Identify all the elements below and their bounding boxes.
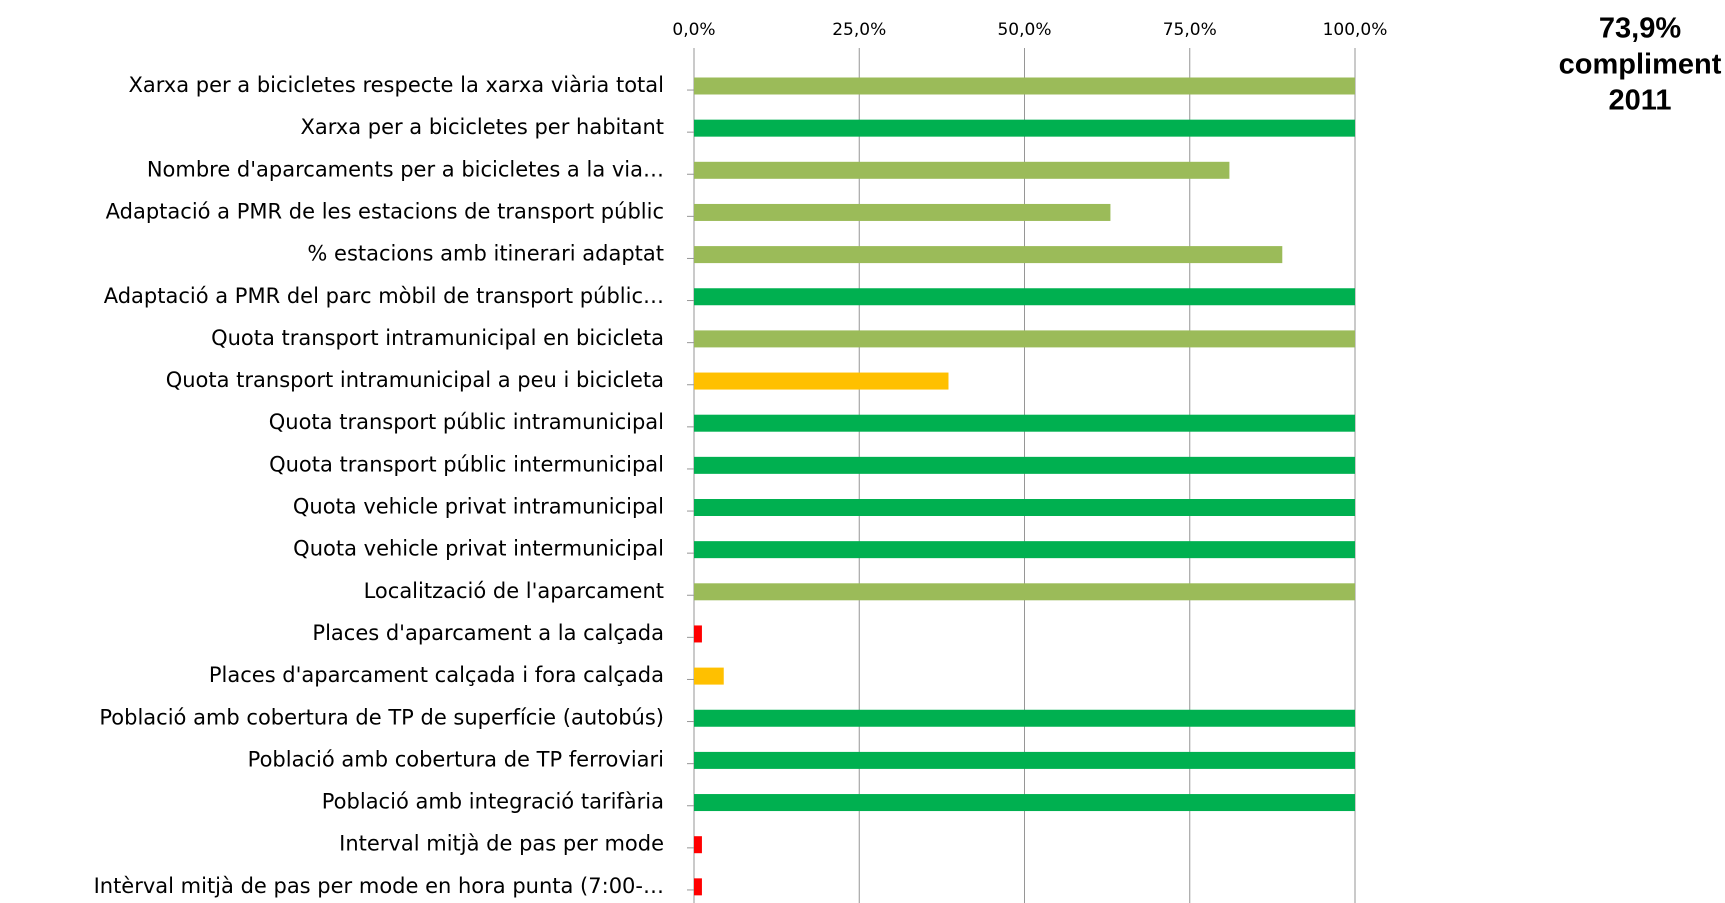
y-tick-label: Places d'aparcament calçada i fora calça… bbox=[209, 663, 664, 687]
y-tick-label: % estacions amb itinerari adaptat bbox=[307, 242, 664, 266]
bar bbox=[694, 203, 1111, 221]
y-tick-label: Intèrval mitjà de pas per mode en hora p… bbox=[94, 874, 664, 898]
bar bbox=[694, 372, 949, 390]
y-tick-label: Població amb integració tarifària bbox=[322, 790, 664, 814]
bar bbox=[694, 878, 702, 896]
y-tick-label: Quota vehicle privat intramunicipal bbox=[293, 495, 664, 519]
bar bbox=[694, 794, 1355, 812]
bar bbox=[694, 499, 1355, 516]
bar bbox=[694, 625, 702, 643]
x-tick-label: 75,0% bbox=[1163, 20, 1217, 40]
y-tick-label: Quota transport públic intermunicipal bbox=[269, 452, 664, 476]
y-tick-label: Interval mitjà de pas per mode bbox=[339, 832, 664, 856]
bar bbox=[694, 456, 1355, 474]
y-tick-label: Quota vehicle privat intermunicipal bbox=[293, 537, 664, 561]
bar bbox=[694, 161, 1230, 179]
annotation: compliment bbox=[1559, 49, 1722, 81]
bar bbox=[694, 667, 724, 685]
bar bbox=[694, 751, 1355, 769]
bar bbox=[694, 119, 1355, 137]
x-tick-label: 25,0% bbox=[832, 20, 886, 40]
y-tick-label: Xarxa per a bicicletes respecte la xarxa… bbox=[128, 73, 664, 97]
bar bbox=[694, 709, 1355, 727]
x-tick-label: 50,0% bbox=[997, 20, 1051, 40]
bar bbox=[694, 77, 1355, 95]
bar bbox=[694, 583, 1355, 601]
bar bbox=[694, 541, 1355, 559]
annotation: 2011 bbox=[1609, 85, 1672, 117]
bar bbox=[694, 246, 1283, 264]
y-tick-label: Quota transport intramunicipal a peu i b… bbox=[166, 368, 664, 392]
y-tick-label: Població amb cobertura de TP de superfíc… bbox=[99, 705, 664, 729]
bar bbox=[694, 288, 1355, 306]
y-tick-label: Localització de l'aparcament bbox=[364, 579, 664, 603]
y-tick-label: Quota transport públic intramunicipal bbox=[269, 410, 664, 434]
bar bbox=[694, 414, 1355, 432]
y-tick-label: Nombre d'aparcaments per a bicicletes a … bbox=[147, 157, 664, 181]
x-tick-label: 0,0% bbox=[672, 20, 715, 40]
y-tick-label: Places d'aparcament a la calçada bbox=[312, 621, 664, 645]
bar bbox=[694, 330, 1355, 348]
y-tick-label: Població amb cobertura de TP ferroviari bbox=[248, 747, 664, 771]
bar bbox=[694, 836, 702, 854]
y-tick-label: Adaptació a PMR del parc mòbil de transp… bbox=[104, 284, 664, 308]
y-tick-label: Adaptació a PMR de les estacions de tran… bbox=[106, 199, 664, 223]
x-tick-label: 100,0% bbox=[1323, 20, 1388, 40]
annotation: 73,9% bbox=[1599, 13, 1681, 45]
y-tick-label: Quota transport intramunicipal en bicicl… bbox=[211, 326, 664, 350]
y-tick-label: Xarxa per a bicicletes per habitant bbox=[300, 115, 664, 139]
